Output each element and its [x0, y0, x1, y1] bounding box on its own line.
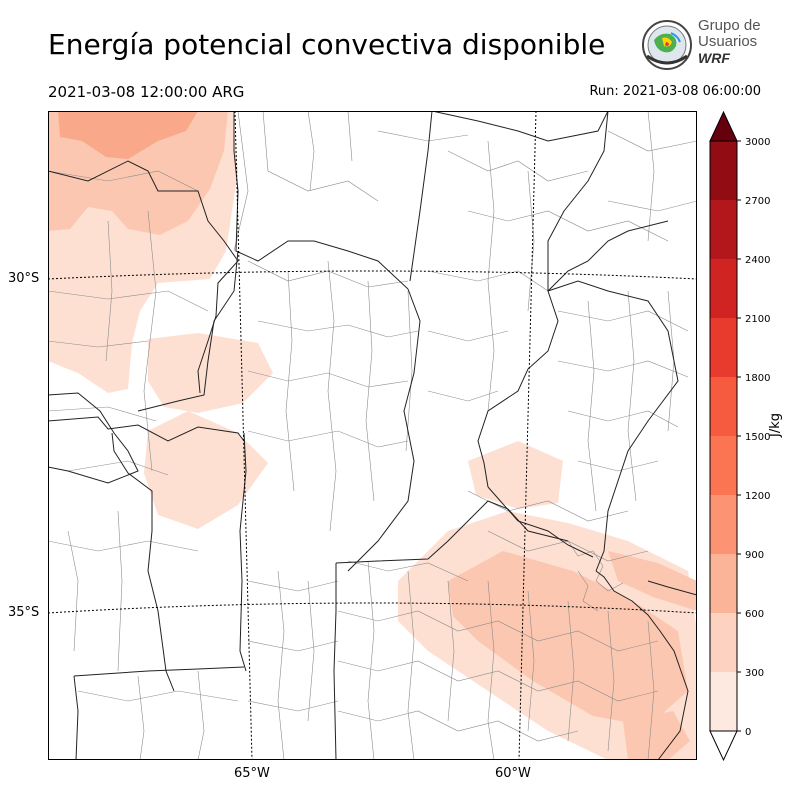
colorbar-extend-max: [709, 110, 738, 142]
colorbar-band: [710, 672, 737, 731]
cape-area-northwest-peak: [58, 111, 198, 159]
meridian-60w: [518, 111, 537, 760]
colorbar-tick-label: 2400: [745, 255, 770, 266]
colorbar-band: [710, 141, 737, 200]
cape-area-south-tip: [623, 711, 690, 760]
colorbar-band: [710, 436, 737, 495]
graticule: [48, 111, 697, 760]
map-title: Energía potencial convectiva disponible: [48, 28, 606, 61]
colorbar-unit: J/kg: [768, 413, 783, 437]
parallel-35s: [48, 602, 697, 614]
boundary-la-pampa-west: [73, 675, 79, 760]
lon-label-65w: 65°W: [234, 766, 270, 781]
colorbar-tick-label: 1200: [745, 491, 770, 502]
valid-time: 2021-03-08 12:00:00 ARG: [48, 83, 245, 101]
logo-line-3: WRF: [698, 50, 730, 66]
colorbar-tick-label: 600: [745, 609, 764, 620]
run-time: Run: 2021-03-08 06:00:00: [589, 84, 761, 99]
boundary-san-juan-san-luis: [48, 416, 245, 442]
colorbar-tick-label: 2700: [745, 196, 770, 207]
colorbar-band: [710, 554, 737, 613]
colorbar-tick-label: 300: [745, 668, 764, 679]
colorbar-tick-label: 0: [745, 727, 751, 738]
boundary-san-luis-west: [111, 432, 175, 692]
colorbar-tick-label: 1800: [745, 373, 770, 384]
grupo-usuarios-wrf-logo: Grupo de Usuarios WRF: [640, 18, 770, 74]
colorbar-band: [710, 613, 737, 672]
boundary-la-pampa-north: [73, 666, 245, 677]
globe-logo-icon: [642, 20, 692, 70]
boundary-cordoba-west: [239, 432, 247, 672]
colorbar-band: [710, 377, 737, 436]
map-canvas: [48, 111, 697, 760]
boundary-corrientes-misiones: [547, 220, 669, 292]
colorbar-band: [710, 259, 737, 318]
boundary-cordoba-santiago: [233, 111, 409, 290]
boundary-buenos-aires-west: [333, 563, 337, 760]
cape-area-center: [144, 411, 268, 529]
lat-label-30s: 30°S: [8, 271, 40, 286]
meridian-65w: [234, 111, 253, 760]
colorbar-band: [710, 200, 737, 259]
colorbar-extend-min: [709, 730, 738, 762]
logo-line-2: Usuarios: [698, 33, 758, 50]
cape-area-southeast-core: [448, 551, 688, 726]
boundary-la-rioja-cordoba: [137, 250, 239, 412]
map-frame: [48, 111, 697, 760]
boundary-entre-rios: [547, 280, 679, 572]
colorbar-tick-label: 1500: [745, 432, 770, 443]
colorbar-band: [710, 495, 737, 554]
cape-shading: [48, 111, 697, 760]
boundary-catamarca-la-rioja: [48, 160, 239, 394]
cape-map: [48, 111, 697, 760]
lon-label-60w: 60°W: [495, 766, 531, 781]
parallel-30s: [48, 270, 697, 280]
colorbar-tick-label: 2100: [745, 314, 770, 325]
boundary-cordoba-santa-fe: [347, 288, 421, 572]
province-boundaries: [48, 111, 697, 760]
coastline-rio-de-la-plata: [595, 570, 689, 760]
colorbar: 0 300 600 900 1200 1500 1800 2100 2400 2700 3000: [709, 110, 789, 763]
boundary-santiago-north: [431, 111, 609, 142]
department-boundaries: [48, 111, 697, 760]
boundary-buenos-aires-north: [335, 500, 569, 564]
colorbar-band: [710, 318, 737, 377]
cape-area-coast: [608, 551, 697, 611]
coastline-east: [647, 580, 697, 596]
colorbar-tick-label: 3000: [745, 137, 770, 148]
logo-line-1: Grupo de: [698, 17, 761, 34]
boundary-la-rioja-san-juan: [48, 392, 139, 484]
colorbar-scale: 0 300 600 900 1200 1500 1800 2100 2400 2700 3000: [709, 110, 770, 762]
cape-area-west-central: [148, 333, 273, 413]
boundary-santa-fe-corrientes: [477, 111, 609, 488]
lat-label-35s: 35°S: [8, 605, 40, 620]
boundary-santiago-chaco: [409, 111, 433, 282]
colorbar-tick-label: 900: [745, 550, 764, 561]
